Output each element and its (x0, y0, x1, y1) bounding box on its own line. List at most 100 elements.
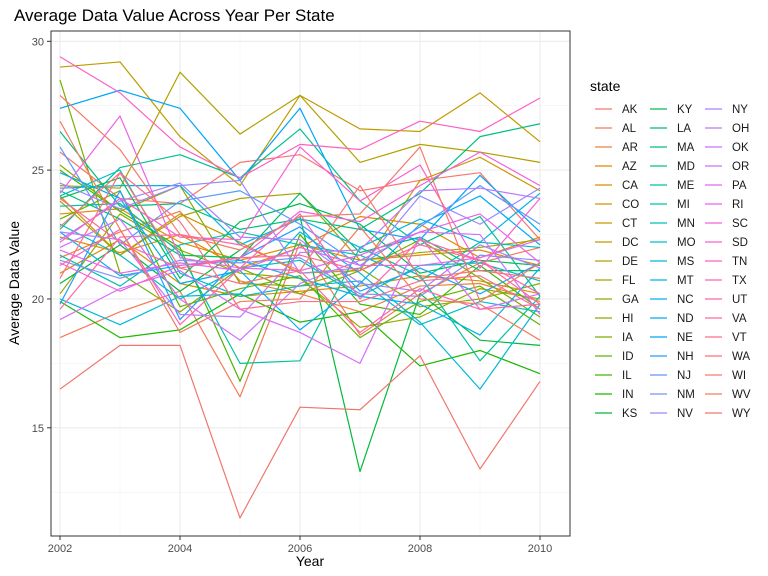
legend-item-il: IL (595, 370, 632, 382)
legend-label: ID (622, 351, 634, 363)
x-tick-label: 2006 (288, 543, 312, 555)
legend-label: IL (622, 370, 632, 382)
series-line-me (59, 203, 541, 364)
legend-item-wa: WA (705, 351, 750, 363)
legend-item-al: AL (595, 123, 637, 135)
legend-label: ME (677, 180, 695, 192)
legend-items: AK AL AR AZ CA CO CT DC DE FL GA HI IA ID IL IN KS KY LA MA… (595, 104, 751, 420)
legend-label: TN (732, 256, 747, 268)
legend-label: LA (677, 123, 691, 135)
legend-item-ne: NE (650, 332, 693, 344)
legend-label: MS (677, 256, 695, 268)
legend-item-id: ID (595, 351, 634, 363)
series-line-vt (59, 172, 541, 310)
y-axis-ticks: 15 20 25 30 (32, 36, 51, 435)
x-tick-label: 2004 (168, 543, 192, 555)
series-line-ms (59, 231, 541, 390)
legend-item-wv: WV (705, 389, 751, 401)
legend-label: VT (732, 332, 747, 344)
legend-item-in: IN (595, 389, 634, 401)
series-line-il (59, 169, 541, 383)
legend-item-tx: TX (705, 275, 747, 287)
legend-item-pa: PA (705, 180, 747, 192)
legend-label: MI (677, 199, 690, 211)
legend-item-nv: NV (650, 408, 693, 420)
legend-item-nm: NM (650, 389, 695, 401)
legend-item-dc: DC (595, 237, 639, 249)
legend-item-ca: CA (595, 180, 638, 192)
legend-item-hi: HI (595, 313, 634, 325)
legend-label: MD (677, 161, 695, 173)
legend-item-ks: KS (595, 408, 638, 420)
legend-item-vt: VT (705, 332, 747, 344)
legend-item-wy: WY (705, 408, 751, 420)
series-line-wy (59, 344, 541, 519)
legend-item-or: OR (705, 161, 749, 173)
series-line-nj (59, 146, 541, 267)
series-line-de (59, 71, 541, 189)
series-line-nd (59, 172, 541, 331)
x-axis-ticks: 2002 2004 2006 2008 2010 (48, 536, 552, 555)
legend-label: NE (677, 332, 693, 344)
y-tick-label: 20 (32, 294, 44, 306)
legend-label: SD (732, 237, 748, 249)
legend-label: PA (732, 180, 747, 192)
legend-label: NC (677, 294, 694, 306)
series-line-co (59, 239, 541, 297)
y-tick-label: 30 (32, 36, 44, 48)
legend-label: NM (677, 389, 695, 401)
legend-item-ct: CT (595, 218, 637, 230)
legend-label: NJ (677, 370, 691, 382)
legend-label: UT (732, 294, 747, 306)
legend-label: WY (732, 408, 751, 420)
legend-item-mn: MN (650, 218, 695, 230)
legend-item-mi: MI (650, 199, 690, 211)
series-line-sd (59, 146, 541, 269)
legend-label: NY (732, 104, 748, 116)
legend-label: VA (732, 313, 747, 325)
legend-item-md: MD (650, 161, 695, 173)
series-line-ne (59, 89, 541, 241)
series-line-in (59, 293, 541, 375)
x-axis-label: Year (296, 553, 325, 569)
series-line-va (59, 197, 541, 305)
legend-item-wi: WI (705, 370, 746, 382)
legend-title: state (590, 78, 621, 94)
series-line-tn (59, 56, 541, 179)
series-line-nm (59, 254, 541, 297)
legend-label: TX (732, 275, 747, 287)
legend-label: OH (732, 123, 749, 135)
legend-label: FL (622, 275, 636, 287)
legend-label: NH (677, 351, 694, 363)
legend-label: OK (732, 142, 749, 154)
legend-label: DE (622, 256, 638, 268)
legend-item-tn: TN (705, 256, 747, 268)
chart-title: Average Data Value Across Year Per State (14, 6, 335, 25)
legend-label: WV (732, 389, 751, 401)
x-tick-label: 2002 (48, 543, 72, 555)
legend-label: IA (622, 332, 633, 344)
legend-item-sc: SC (705, 218, 748, 230)
series-lines (59, 56, 541, 519)
legend-label: WA (732, 351, 750, 363)
series-line-wv (59, 120, 541, 341)
legend-item-ri: RI (705, 199, 744, 211)
legend-label: AL (622, 123, 637, 135)
legend-label: KY (677, 104, 693, 116)
legend-label: HI (622, 313, 634, 325)
legend-label: CA (622, 180, 638, 192)
legend-item-ma: MA (650, 142, 695, 154)
legend-item-sd: SD (705, 237, 748, 249)
legend-item-ut: UT (705, 294, 747, 306)
series-line-sc (59, 151, 541, 292)
legend-item-nh: NH (650, 351, 694, 363)
series-line-tx (59, 213, 541, 326)
y-tick-label: 25 (32, 165, 44, 177)
x-tick-label: 2010 (528, 543, 552, 555)
legend-label: RI (732, 199, 744, 211)
legend-label: NV (677, 408, 693, 420)
legend-item-ky: KY (650, 104, 693, 116)
legend-label: DC (622, 237, 639, 249)
legend-label: AR (622, 142, 638, 154)
